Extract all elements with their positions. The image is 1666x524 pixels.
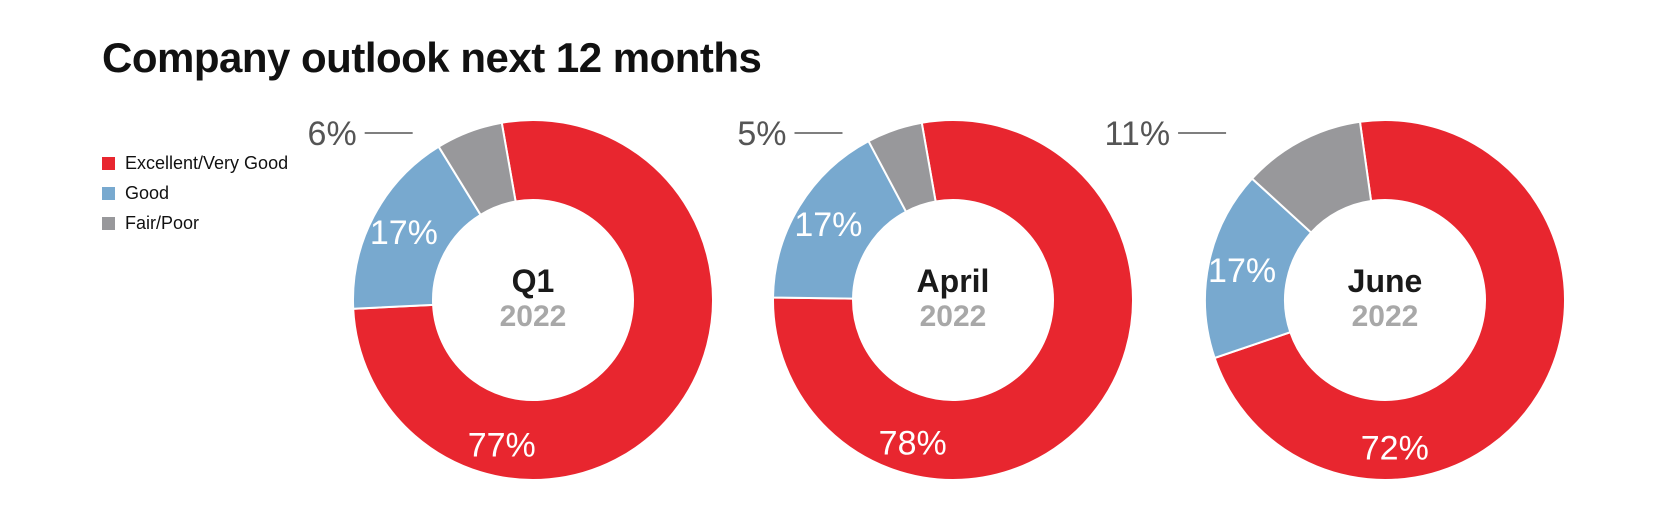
slice-label-fair: 5% bbox=[737, 115, 786, 153]
slice-good bbox=[772, 139, 908, 300]
legend-label-fair: Fair/Poor bbox=[125, 212, 200, 233]
center-sublabel: 2022 bbox=[500, 300, 567, 333]
slice-label-good: 17% bbox=[794, 206, 862, 244]
slice-fair bbox=[437, 121, 517, 217]
slice-label-good: 17% bbox=[370, 214, 438, 252]
legend-label-excellent: Excellent/Very Good bbox=[125, 152, 289, 173]
legend-swatch-fair bbox=[102, 216, 115, 230]
center-sublabel: 2022 bbox=[1352, 300, 1419, 333]
slice-excellent bbox=[772, 119, 1134, 481]
legend-swatch-good bbox=[102, 186, 115, 200]
slice-label-fair: 6% bbox=[308, 115, 357, 153]
legend-label-good: Good bbox=[125, 182, 170, 203]
center-label: April bbox=[917, 263, 990, 299]
slice-good bbox=[1204, 177, 1313, 360]
slice-excellent bbox=[1213, 119, 1566, 481]
legend-item-fair: Fair/Poor bbox=[102, 208, 288, 238]
chart-title: Company outlook next 12 months bbox=[102, 34, 762, 81]
legend-swatch-excellent bbox=[102, 156, 115, 170]
slice-label-good: 17% bbox=[1208, 252, 1276, 290]
center-label: Q1 bbox=[512, 263, 555, 299]
slice-fair bbox=[867, 121, 937, 214]
slice-label-excellent: 72% bbox=[1361, 430, 1429, 468]
slice-excellent bbox=[352, 119, 714, 481]
legend-item-good: Good bbox=[102, 178, 288, 208]
slice-label-excellent: 77% bbox=[468, 427, 536, 465]
center-sublabel: 2022 bbox=[920, 300, 987, 333]
legend: Excellent/Very Good Good Fair/Poor bbox=[102, 148, 288, 238]
legend-item-excellent: Excellent/Very Good bbox=[102, 148, 288, 178]
slice-label-fair: 11% bbox=[1105, 115, 1171, 153]
slice-label-excellent: 78% bbox=[879, 424, 947, 462]
slice-fair bbox=[1250, 120, 1373, 234]
slice-good bbox=[352, 145, 482, 310]
center-label: June bbox=[1348, 263, 1423, 299]
